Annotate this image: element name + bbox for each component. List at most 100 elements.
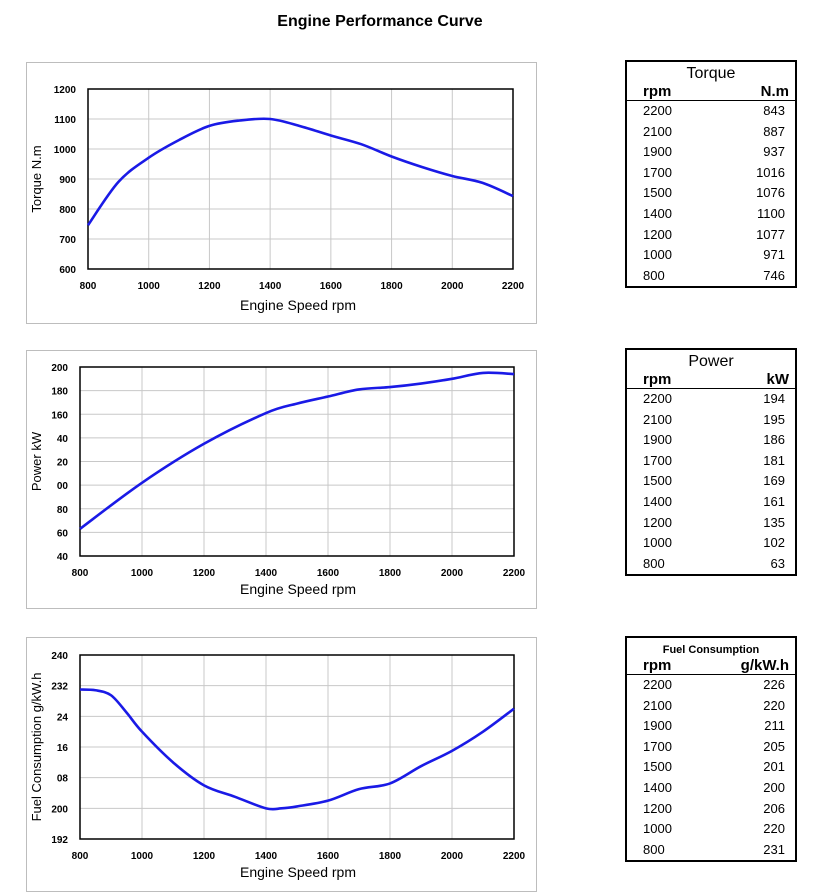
plot-area (87, 88, 514, 270)
y-tick-label: 24 (57, 712, 69, 723)
cell-value: 231 (763, 841, 785, 857)
cell-value: 194 (763, 391, 785, 406)
y-tick-label: 200 (51, 363, 68, 374)
table-title: Fuel Consumption (662, 644, 760, 656)
col-rpm-header: rpm (643, 83, 672, 100)
x-tick-label: 1400 (259, 281, 282, 292)
table-row: 1400 161 (627, 492, 795, 513)
plot-area (79, 654, 515, 840)
cell-value: 205 (763, 738, 785, 754)
x-tick-label: 1000 (138, 281, 161, 292)
cell-rpm: 800 (643, 267, 665, 283)
y-tick-label: 1000 (54, 145, 77, 156)
cell-value: 971 (763, 247, 785, 263)
y-tick-label: 16 (57, 743, 69, 754)
y-tick-label: 40 (57, 552, 69, 563)
cell-rpm: 1200 (643, 800, 672, 816)
y-tick-label: 232 (51, 682, 68, 693)
cell-value: 181 (763, 452, 785, 468)
cell-rpm: 1000 (643, 535, 672, 551)
cell-value: 211 (764, 718, 785, 734)
cell-value: 1076 (756, 185, 785, 201)
x-tick-label: 2000 (441, 851, 464, 862)
power-table: Power rpm kW 2200 194 2100 195 1900 186 1700 181 15… (625, 348, 797, 577)
series-line (79, 688, 515, 811)
cell-rpm: 1500 (643, 185, 672, 201)
cell-rpm: 1200 (643, 514, 672, 530)
table-header: rpm kW (627, 371, 795, 389)
y-tick-label: 600 (59, 265, 76, 276)
cell-rpm: 2200 (643, 103, 672, 118)
cell-rpm: 1700 (643, 164, 672, 180)
cell-value: 135 (763, 514, 785, 530)
col-value-header: N.m (760, 83, 789, 100)
x-tick-label: 1600 (320, 281, 343, 292)
fuel-table: Fuel Consumption rpm g/kW.h 2200 226 2100 220 1… (625, 636, 797, 863)
series-line (79, 371, 515, 530)
table-row: 1500 1076 (627, 183, 795, 204)
x-tick-label: 800 (72, 568, 89, 579)
table-row: 800 63 (627, 554, 795, 575)
y-tick-label: 900 (59, 175, 76, 186)
x-tick-label: 1200 (193, 851, 216, 862)
table-header: rpm g/kW.h (627, 657, 795, 675)
cell-value: 746 (763, 267, 785, 283)
col-rpm-header: rpm (643, 657, 672, 674)
table-header: rpm N.m (627, 83, 795, 101)
cell-value: 1077 (756, 226, 785, 242)
table-row: 2100 887 (627, 122, 795, 143)
x-tick-label: 1600 (317, 568, 340, 579)
cell-value: 169 (763, 473, 785, 489)
table-row: 1900 937 (627, 142, 795, 163)
table-row: 1400 200 (627, 778, 795, 799)
y-tick-label: 160 (51, 410, 68, 421)
table-row: 1000 220 (627, 819, 795, 840)
table-row: 2100 220 (627, 696, 795, 717)
table-row: 1700 1016 (627, 163, 795, 184)
cell-value: 937 (763, 144, 785, 160)
y-tick-label: 08 (57, 774, 69, 785)
cell-rpm: 1400 (643, 205, 672, 221)
table-row: 1500 169 (627, 471, 795, 492)
x-tick-label: 1000 (131, 568, 154, 579)
table-row: 1200 206 (627, 799, 795, 820)
table-row: 1500 201 (627, 757, 795, 778)
table-row: 2200 226 (627, 675, 795, 696)
col-value-header: kW (766, 371, 790, 388)
col-value-header: g/kW.h (740, 657, 789, 674)
y-tick-label: 40 (57, 434, 69, 445)
cell-rpm: 1000 (643, 247, 672, 263)
col-rpm-header: rpm (643, 371, 672, 388)
table-row: 1000 971 (627, 245, 795, 266)
y-tick-label: 80 (57, 505, 69, 516)
y-tick-label: 1100 (54, 115, 76, 126)
x-tick-label: 1800 (379, 568, 402, 579)
series-line (86, 117, 514, 226)
cell-value: 161 (763, 493, 785, 509)
cell-value: 887 (763, 123, 785, 139)
x-tick-label: 1200 (198, 281, 221, 292)
x-axis-label: Engine Speed rpm (240, 297, 356, 313)
y-axis-label: Torque N.m (29, 145, 44, 212)
x-tick-label: 2200 (502, 281, 525, 292)
x-tick-label: 800 (72, 851, 89, 862)
cell-rpm: 1900 (643, 718, 672, 734)
cell-value: 200 (763, 779, 785, 795)
cell-value: 220 (763, 821, 785, 837)
x-tick-label: 1800 (380, 281, 403, 292)
x-tick-label: 1400 (255, 851, 278, 862)
y-tick-label: 240 (51, 651, 68, 662)
y-tick-label: 180 (51, 387, 68, 398)
x-tick-label: 2200 (503, 851, 526, 862)
table-row: 800 746 (627, 266, 795, 287)
table-row: 2100 195 (627, 410, 795, 431)
y-tick-label: 20 (57, 458, 69, 469)
cell-value: 206 (763, 800, 785, 816)
y-tick-label: 00 (57, 481, 69, 492)
x-axis-label: Engine Speed rpm (240, 864, 356, 880)
cell-rpm: 2100 (643, 123, 672, 139)
cell-rpm: 1400 (643, 493, 672, 509)
y-tick-label: 800 (59, 205, 76, 216)
cell-rpm: 2200 (643, 391, 672, 406)
cell-value: 1016 (756, 164, 785, 180)
